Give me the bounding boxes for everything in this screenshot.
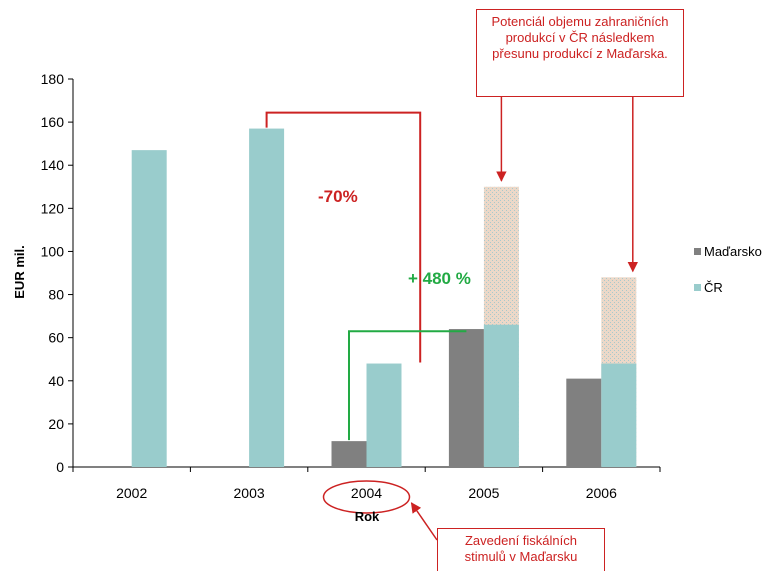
bar-madarsko — [331, 441, 367, 467]
y-tick-label: 40 — [48, 373, 64, 389]
axes: 0 20 40 60 80 100 120 140 160 180 2002 2003 2004 2005… — [41, 71, 661, 501]
bar-cr — [601, 363, 637, 467]
bar-madarsko — [566, 378, 602, 467]
y-tick-label: 20 — [48, 416, 64, 432]
arrow-to-2004 — [410, 502, 438, 541]
bars — [131, 128, 637, 468]
x-tick-label: 2005 — [468, 485, 499, 501]
x-tick-label: 2002 — [116, 485, 147, 501]
annotation-lines — [265, 97, 639, 541]
y-tick-label: 80 — [48, 287, 64, 303]
y-tick-label: 180 — [41, 71, 65, 87]
growth-bracket — [348, 330, 467, 441]
bar-cr — [249, 128, 285, 468]
legend: Maďarsko ČR — [694, 244, 762, 295]
legend-swatch — [694, 248, 701, 255]
x-axis-title: Rok — [355, 509, 380, 524]
growth-label: + 480 % — [408, 269, 471, 288]
y-tick-label: 120 — [41, 200, 65, 216]
stimulus-callout: Zavedení fiskálních stimulů v Maďarsku — [437, 528, 605, 571]
decline-label: -70% — [318, 187, 358, 206]
y-axis-title: EUR mil. — [12, 245, 27, 298]
y-tick-label: 140 — [41, 157, 65, 173]
x-tick-label: 2006 — [586, 485, 617, 501]
legend-label: ČR — [704, 280, 723, 295]
y-tick-label: 100 — [41, 243, 65, 259]
bar-cr — [483, 324, 519, 467]
y-tick-label: 60 — [48, 330, 64, 346]
y-tick-label: 160 — [41, 114, 65, 130]
y-tick-label: 0 — [56, 459, 64, 475]
bar-cr — [131, 150, 167, 467]
highlight-2004-ellipse — [322, 480, 411, 514]
potential-callout: Potenciál objemu zahraničních produkcí v… — [476, 9, 684, 97]
bar-madarsko — [448, 329, 484, 467]
bar-cr — [366, 363, 402, 467]
x-tick-label: 2004 — [351, 485, 382, 501]
decline-bracket — [265, 111, 422, 363]
x-tick-label: 2003 — [234, 485, 265, 501]
legend-label: Maďarsko — [704, 244, 762, 259]
legend-swatch — [694, 284, 701, 291]
